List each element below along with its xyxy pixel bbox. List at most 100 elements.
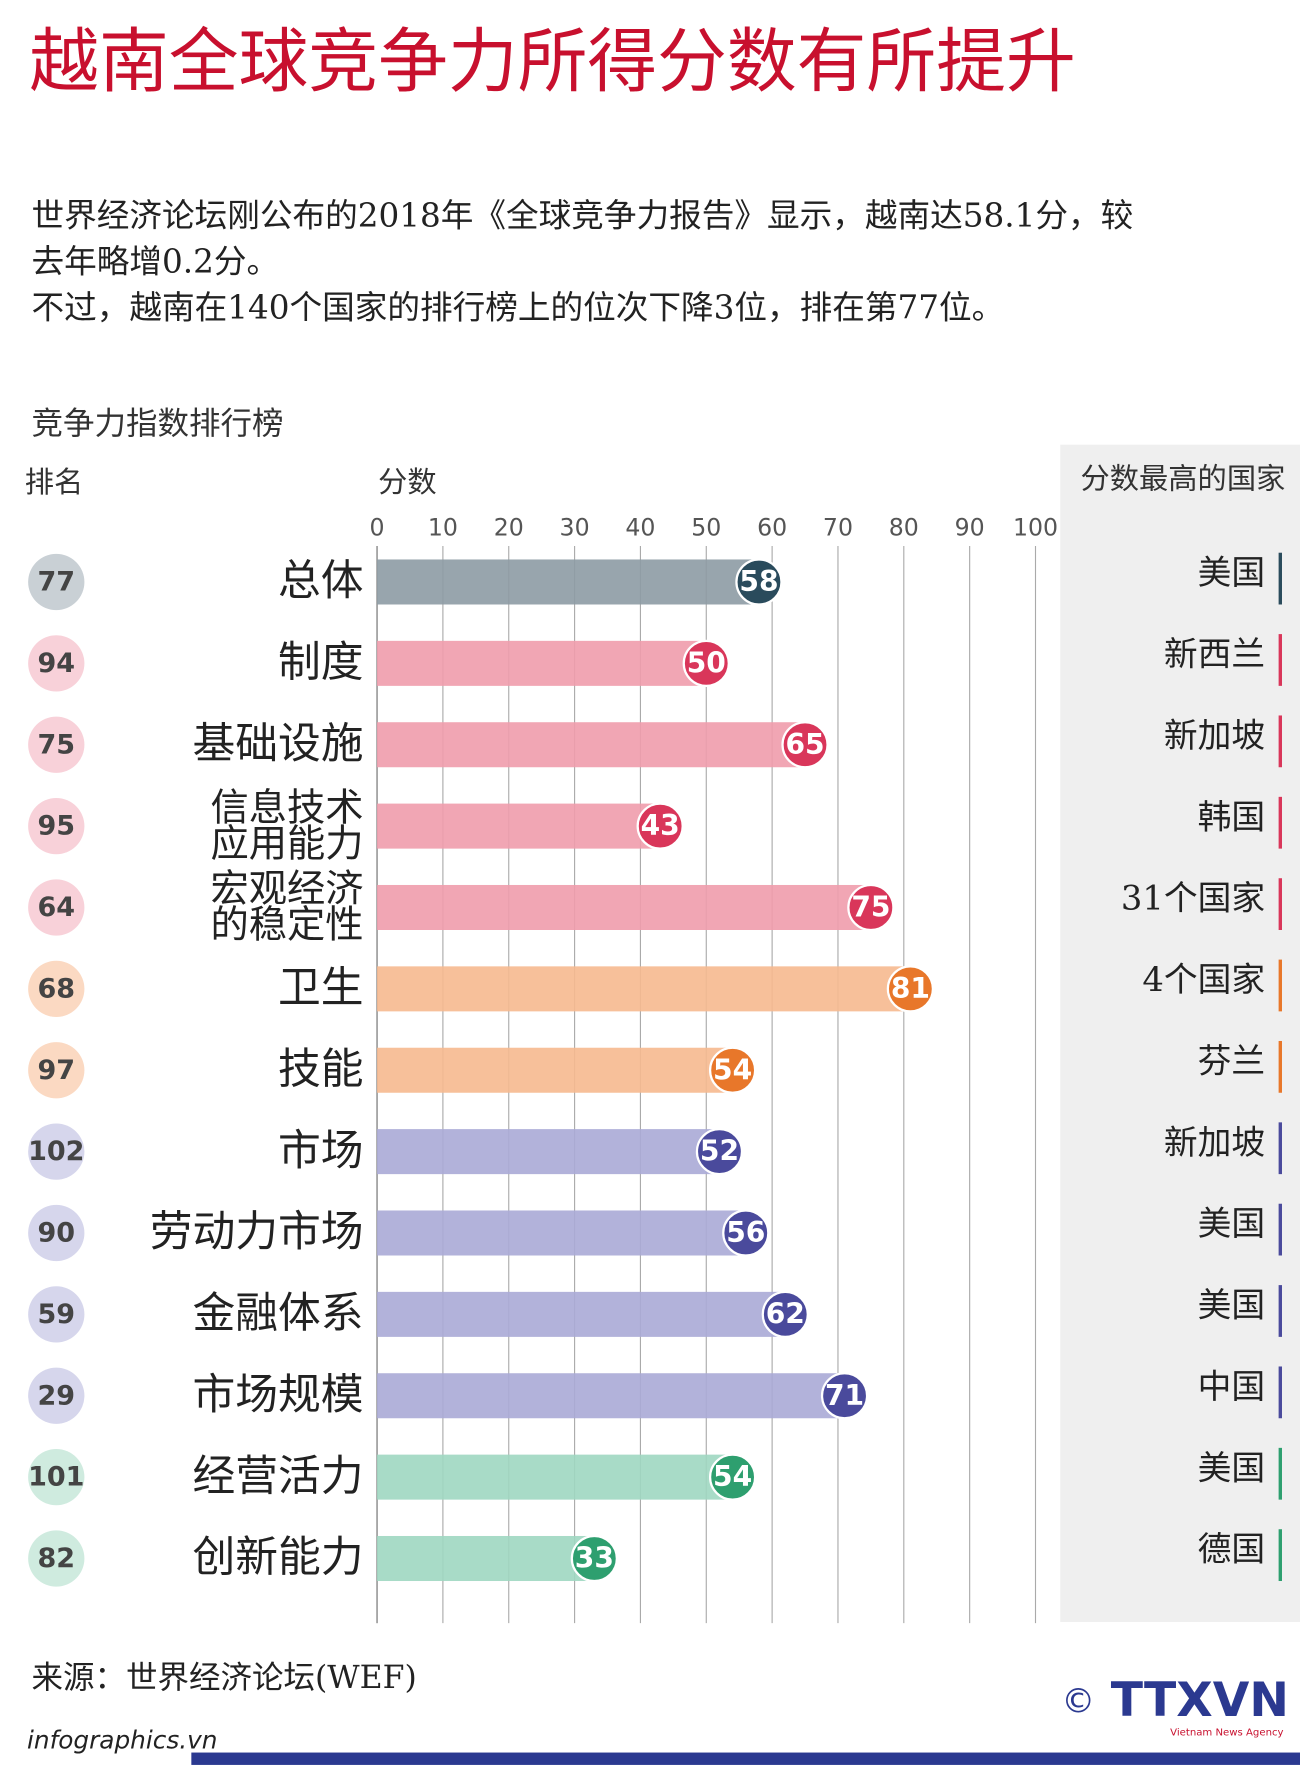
value-badge xyxy=(695,1127,744,1176)
value-label: 43 xyxy=(641,809,680,842)
x-tick-label: 60 xyxy=(757,514,787,542)
x-tick-label: 40 xyxy=(625,514,655,542)
source: 来源：世界经济论坛(WEF) xyxy=(32,1660,417,1696)
bar xyxy=(377,1129,720,1175)
category-label: 经营活力 xyxy=(192,1451,363,1501)
x-tick-label: 80 xyxy=(889,514,919,542)
value-label: 50 xyxy=(687,646,726,679)
x-tick-label: 10 xyxy=(428,514,458,542)
rank-label: 59 xyxy=(37,1299,75,1330)
subtitle: 竞争力指数排行榜 xyxy=(32,406,284,442)
value-badge xyxy=(735,558,783,606)
value-badge xyxy=(886,965,935,1013)
category-label: 制度 xyxy=(278,638,364,688)
bar xyxy=(377,1047,733,1093)
leader-marker xyxy=(1278,878,1282,930)
category-label: 金融体系 xyxy=(192,1289,363,1339)
leader-label: 新西兰 xyxy=(1164,635,1265,674)
value-badge xyxy=(570,1534,618,1583)
value-badge xyxy=(847,883,895,932)
category-label: 的稳定性 xyxy=(211,903,364,948)
leader-header-box: 分数最高的国家 xyxy=(1080,462,1286,497)
rank-badge xyxy=(28,1448,85,1506)
x-tick-label: 30 xyxy=(560,514,590,542)
leader-marker xyxy=(1278,634,1282,686)
rank-badge xyxy=(28,716,85,773)
rank-badge xyxy=(28,1286,85,1343)
leader-header: 分数最高的国家 xyxy=(1080,462,1286,497)
leader-marker xyxy=(1278,1529,1282,1582)
value-label: 33 xyxy=(575,1542,614,1575)
bar xyxy=(377,803,661,849)
value-label: 62 xyxy=(766,1297,805,1330)
rank-label: 29 xyxy=(37,1380,75,1411)
category-label: 宏观经济 xyxy=(211,867,364,912)
rank-label: 95 xyxy=(37,811,75,842)
footer-bar xyxy=(191,1752,1300,1765)
category-label: 市场 xyxy=(278,1126,364,1176)
bar xyxy=(377,559,759,605)
bar xyxy=(377,1535,595,1582)
value-label: 52 xyxy=(700,1135,739,1168)
rank-badge xyxy=(28,553,85,611)
value-badge xyxy=(708,1046,757,1094)
rank-label: 77 xyxy=(37,567,75,598)
rank-header: 排名 xyxy=(25,465,84,499)
leader-panel xyxy=(1060,444,1300,1622)
value-label: 54 xyxy=(713,1053,752,1086)
rank-badge xyxy=(28,1367,85,1424)
value-label: 58 xyxy=(739,565,778,598)
leader-marker xyxy=(1278,1203,1282,1256)
leader-marker xyxy=(1278,552,1282,605)
leader-label: 31个国家 xyxy=(1121,879,1265,918)
intro-line: 去年略增0.2分。 xyxy=(32,242,280,280)
x-tick-label: 90 xyxy=(955,514,985,542)
value-badge xyxy=(820,1372,869,1420)
value-label: 65 xyxy=(785,728,824,761)
leader-label: 中国 xyxy=(1198,1367,1266,1406)
category-label: 应用能力 xyxy=(211,821,364,866)
rank-badge xyxy=(28,1123,85,1180)
value-badge xyxy=(682,639,730,687)
category-label: 技能 xyxy=(278,1044,364,1094)
leader-label: 芬兰 xyxy=(1198,1041,1266,1080)
leader-label: 美国 xyxy=(1198,553,1266,592)
leader-marker xyxy=(1278,1040,1282,1093)
intro-line: 世界经济论坛刚公布的2018年《全球竞争力报告》显示，越南达58.1分，较 xyxy=(32,196,1134,234)
leader-marker xyxy=(1278,715,1282,768)
rank-label: 64 xyxy=(37,892,75,923)
leader-label: 新加坡 xyxy=(1164,716,1265,755)
rank-label: 94 xyxy=(37,648,75,679)
value-badge xyxy=(636,802,684,850)
intro-line: 不过，越南在140个国家的排行榜上的位次下降3位，排在第77位。 xyxy=(32,289,1005,327)
bar xyxy=(377,1291,786,1337)
bar xyxy=(377,884,871,930)
leader-marker xyxy=(1278,959,1282,1012)
leader-label: 4个国家 xyxy=(1142,960,1265,999)
category-label: 基础设施 xyxy=(192,719,363,769)
value-badge xyxy=(781,721,829,769)
value-label: 75 xyxy=(851,891,890,924)
value-label: 56 xyxy=(726,1216,765,1249)
value-label: 81 xyxy=(891,972,930,1005)
x-tick-label: 50 xyxy=(691,514,721,542)
category-label: 创新能力 xyxy=(192,1533,363,1583)
category-label: 劳动力市场 xyxy=(150,1207,364,1257)
category-label: 卫生 xyxy=(278,963,364,1013)
rank-badge xyxy=(28,797,85,855)
leader-label: 美国 xyxy=(1198,1204,1266,1243)
rank-badge xyxy=(28,879,85,936)
value-badge xyxy=(761,1290,809,1339)
leader-marker xyxy=(1278,1447,1282,1500)
title: 越南全球竞争力所得分数有所提升 xyxy=(29,22,1075,103)
rank-label: 101 xyxy=(28,1462,84,1493)
rank-label: 68 xyxy=(37,973,75,1004)
leader-label: 韩国 xyxy=(1198,797,1266,836)
rank-label: 97 xyxy=(37,1055,75,1086)
category-label: 信息技术 xyxy=(211,785,364,830)
bar xyxy=(377,1210,746,1256)
bar xyxy=(377,1373,845,1419)
value-badge xyxy=(708,1453,757,1501)
logo: TTXVN xyxy=(1111,1673,1289,1728)
